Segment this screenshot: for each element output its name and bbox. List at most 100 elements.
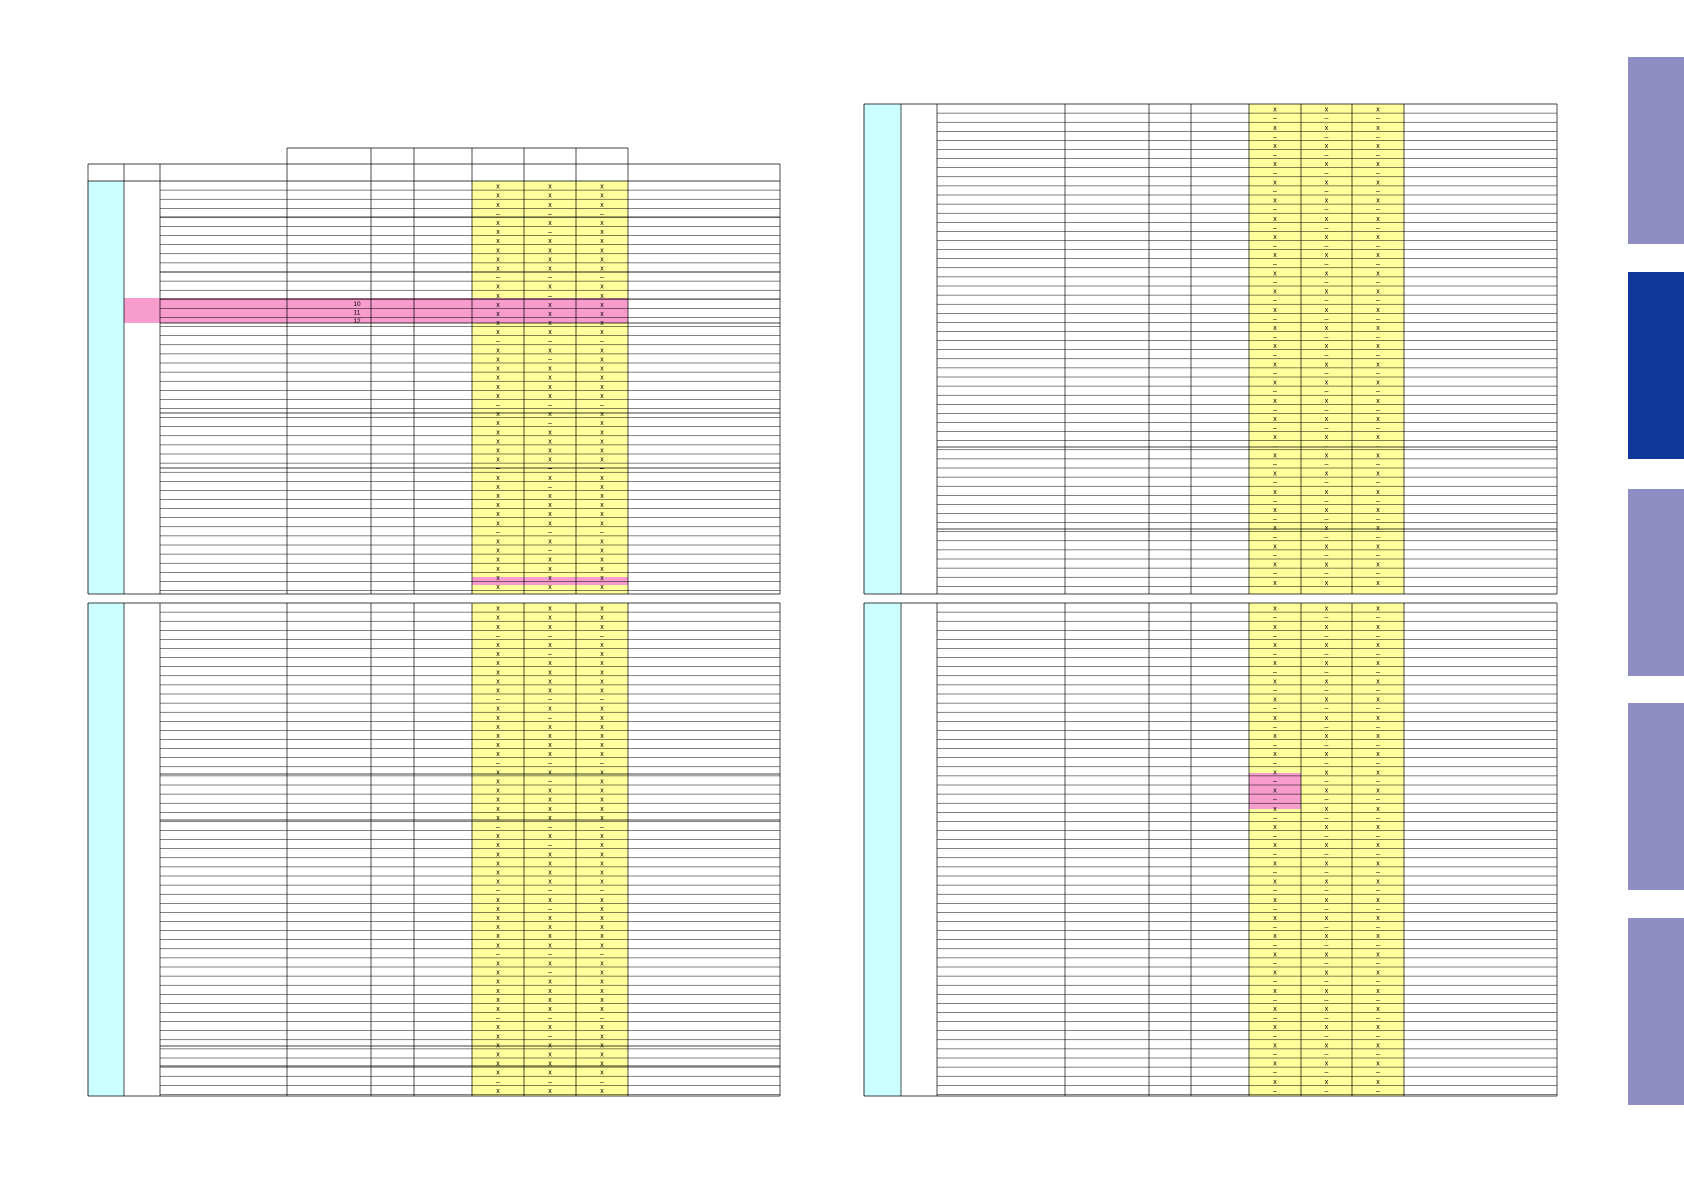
rb-mark: x: [1273, 897, 1277, 904]
rb-mark: x: [1273, 1079, 1277, 1086]
rb-mark: x: [1376, 751, 1380, 758]
rb-mark: x: [1325, 806, 1329, 813]
rb-mark: x: [1273, 642, 1277, 649]
rb-mark: –: [1376, 615, 1380, 622]
lt-mark: x: [600, 293, 604, 300]
rb-mark: –: [1273, 997, 1277, 1004]
side-tab-3[interactable]: [1628, 489, 1684, 676]
rb-mark: –: [1325, 669, 1329, 676]
lt-mark: x: [600, 311, 604, 318]
lt-mark: x: [548, 347, 552, 354]
lb-mark: –: [600, 633, 604, 640]
lt-mark: x: [600, 575, 604, 582]
lt-mark: –: [496, 529, 500, 536]
lt-mark: –: [548, 420, 552, 427]
side-tab-1[interactable]: [1628, 57, 1684, 244]
rt-mark: –: [1376, 261, 1380, 268]
rt-mark: x: [1325, 489, 1329, 496]
rt-mark: x: [1325, 416, 1329, 423]
rb-mark: x: [1376, 1024, 1380, 1031]
rb-mark: x: [1376, 788, 1380, 795]
rt-mark: x: [1376, 380, 1380, 387]
lt-mark: x: [496, 420, 500, 427]
lt-mark: x: [600, 347, 604, 354]
lb-mark: x: [496, 842, 500, 849]
lt-mark: x: [548, 566, 552, 573]
rt-mark: x: [1376, 307, 1380, 314]
rb-mark: –: [1273, 760, 1277, 767]
lb-mark: –: [600, 1015, 604, 1022]
rb-mark: –: [1273, 633, 1277, 640]
rt-mark: x: [1273, 452, 1277, 459]
rt-mark: –: [1376, 371, 1380, 378]
rt-mark: x: [1376, 452, 1380, 459]
rt-mark: –: [1325, 298, 1329, 305]
rb-mark: x: [1325, 769, 1329, 776]
lb-mark: x: [496, 879, 500, 886]
lt-mark: x: [496, 284, 500, 291]
rt-mark: –: [1325, 407, 1329, 414]
rb-mark: –: [1376, 997, 1380, 1004]
lt-mark: –: [548, 357, 552, 364]
rt-mark: x: [1325, 471, 1329, 478]
rt-mark: –: [1376, 425, 1380, 432]
lb-mark: –: [496, 633, 500, 640]
rb-mark: x: [1273, 1024, 1277, 1031]
rb-mark: x: [1273, 751, 1277, 758]
rt-mark: –: [1325, 462, 1329, 469]
lt-mark: x: [548, 557, 552, 564]
lt-mark: x: [600, 511, 604, 518]
lt-mark: x: [496, 429, 500, 436]
lb-mark: x: [496, 642, 500, 649]
lb-mark: x: [548, 642, 552, 649]
lt-mark: x: [600, 448, 604, 455]
rt-mark: –: [1376, 225, 1380, 232]
side-tab-4[interactable]: [1628, 703, 1684, 890]
lb-mark: x: [496, 678, 500, 685]
rb-mark: –: [1273, 888, 1277, 895]
lb-mark: –: [496, 824, 500, 831]
rb-mark: –: [1325, 633, 1329, 640]
rt-mark: –: [1273, 516, 1277, 523]
rb-mark: –: [1273, 961, 1277, 968]
rt-mark: x: [1273, 543, 1277, 550]
lb-mark: x: [600, 879, 604, 886]
lt-mark: –: [548, 275, 552, 282]
lt-mark: x: [548, 202, 552, 209]
rb-mark: –: [1273, 906, 1277, 913]
lb-mark: x: [496, 1033, 500, 1040]
lt-mark: x: [600, 411, 604, 418]
rt-mark: x: [1325, 434, 1329, 441]
lb-mark: x: [600, 797, 604, 804]
side-tab-5[interactable]: [1628, 918, 1684, 1105]
rb-mark: –: [1273, 1052, 1277, 1059]
rb-mark: x: [1273, 624, 1277, 631]
lb-mark: x: [600, 769, 604, 776]
lt-mark: –: [496, 338, 500, 345]
lt-mark: x: [548, 475, 552, 482]
lt-mark: x: [496, 229, 500, 236]
lt-mark: x: [600, 457, 604, 464]
rb-mark: x: [1376, 897, 1380, 904]
rb-mark: x: [1376, 733, 1380, 740]
lb-mark: x: [600, 942, 604, 949]
lb-mark: x: [496, 751, 500, 758]
lb-mark: x: [548, 660, 552, 667]
lt-mark: x: [548, 284, 552, 291]
rt-mark: x: [1325, 143, 1329, 150]
side-tab-2[interactable]: [1628, 272, 1684, 459]
lt-mark: –: [548, 338, 552, 345]
rt-mark: –: [1325, 498, 1329, 505]
lb-mark: –: [548, 1033, 552, 1040]
rt-mark: x: [1273, 270, 1277, 277]
rt-mark: –: [1325, 280, 1329, 287]
rb-mark: x: [1273, 769, 1277, 776]
rt-mark: x: [1273, 289, 1277, 296]
rb-mark: x: [1325, 642, 1329, 649]
lt-mark: x: [548, 366, 552, 373]
rb-mark: –: [1376, 797, 1380, 804]
rb-mark: –: [1325, 906, 1329, 913]
lb-mark: –: [548, 824, 552, 831]
lt-mark: x: [600, 584, 604, 591]
rt-mark: x: [1273, 252, 1277, 259]
